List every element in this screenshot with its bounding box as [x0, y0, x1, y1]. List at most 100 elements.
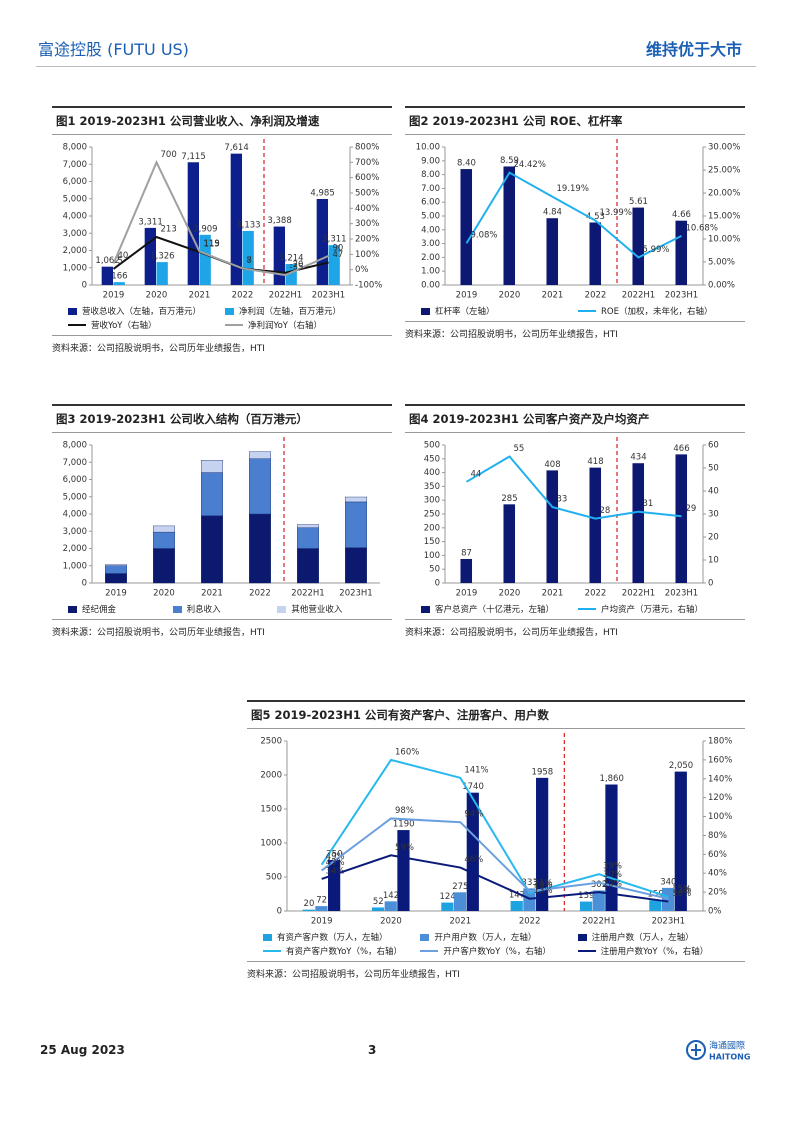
data-label: 39% [603, 862, 622, 872]
data-label: 340 [660, 877, 676, 887]
legend-swatch [225, 307, 234, 315]
line [320, 758, 669, 898]
data-label: 3,311 [138, 217, 162, 227]
data-label: -20 [290, 260, 304, 270]
bar [200, 515, 223, 584]
y-tick-label: 500% [355, 189, 379, 199]
legend-item: 注册用户数（万人，左轴） [577, 931, 729, 943]
data-label: 7 [247, 256, 252, 266]
bar [675, 454, 688, 583]
page-number: 3 [368, 1043, 377, 1057]
y-tick-label: 6,000 [63, 475, 87, 485]
legend-item: 净利润（左轴，百万港元） [225, 305, 376, 317]
y-tick-label: 300% [355, 219, 379, 229]
bar [315, 906, 328, 911]
legend-item: 营收YoY（右轴） [68, 319, 219, 331]
data-label: 24.42% [514, 160, 546, 170]
legend-item: 客户总资产（十亿港元，左轴） [421, 603, 572, 615]
legend-label: 客户总资产（十亿港元，左轴） [435, 605, 555, 615]
data-label: 2,311 [322, 235, 346, 245]
data-label: 59% [395, 843, 414, 853]
y-tick-label: 2500 [260, 737, 282, 747]
data-label: 10% [672, 889, 691, 899]
x-tick-label: 2021 [450, 917, 472, 927]
x-tick-label: 2019 [311, 917, 333, 927]
legend-label: 其他营业收入 [291, 605, 343, 615]
y-tick-label: 20 [708, 533, 719, 543]
y-tick-label: 100% [708, 812, 732, 822]
x-tick-label: 2022H1 [622, 291, 655, 301]
data-label: 87 [461, 548, 472, 558]
figure-title: 图3 2019-2023H1 公司收入结构（百万港元） [52, 404, 392, 433]
data-label: 147 [509, 891, 525, 901]
y-tick-label: 80% [708, 831, 727, 841]
data-label: 13% [534, 886, 553, 896]
y-tick-label: 60% [708, 850, 727, 860]
y-tick-label: 8,000 [63, 441, 87, 451]
legend-item: 杠杆率（左轴） [421, 305, 572, 317]
y-tick-label: 4.00 [421, 225, 440, 235]
line [321, 854, 669, 903]
bar [345, 496, 368, 503]
logo-cn: 海通國際 [709, 1040, 745, 1052]
legend-label: 开户客户数YoY（%，右轴） [443, 947, 551, 957]
bar [248, 451, 271, 460]
data-label: 166 [111, 272, 127, 282]
y-tick-label: 250 [424, 510, 440, 520]
bar [345, 547, 368, 584]
y-tick-label: 5.00% [708, 258, 735, 268]
bar [230, 153, 242, 285]
y-tick-label: 0.00 [421, 281, 440, 291]
legend-line [578, 310, 596, 312]
bar [105, 564, 128, 566]
data-label: -35 [290, 263, 304, 273]
data-label: 213 [161, 225, 177, 235]
x-tick-label: 2022 [519, 917, 541, 927]
bar [546, 470, 559, 583]
bar [510, 901, 523, 911]
y-tick-label: 20.00% [708, 189, 740, 199]
legend-item: 营收总收入（左轴，百万港元） [68, 305, 219, 317]
x-tick-label: 2023H1 [312, 291, 345, 301]
y-tick-label: 1500 [260, 805, 282, 815]
bar [371, 907, 385, 911]
logo-icon [686, 1040, 706, 1060]
data-label: 20 [304, 899, 315, 909]
bar [242, 230, 254, 285]
legend: 杠杆率（左轴） ROE（加权，未年化，右轴） [405, 303, 745, 321]
data-label: 47 [333, 250, 344, 260]
x-tick-label: 2022H1 [622, 589, 655, 599]
bar [441, 902, 454, 911]
bar [589, 222, 602, 285]
x-tick-label: 2023H1 [339, 589, 372, 599]
header-rule [36, 66, 756, 67]
y-tick-label: 160% [708, 755, 732, 765]
data-label: 94% [464, 810, 483, 820]
legend-item: 开户客户数YoY（%，右轴） [420, 945, 571, 957]
legend-label: 注册用户数（万人，左轴） [591, 933, 694, 943]
rating: 维持优于大市 [645, 40, 742, 59]
y-tick-label: 1.00 [421, 267, 440, 277]
bar [187, 162, 199, 285]
line [465, 171, 682, 259]
figure-source: 资料来源：公司招股说明书，公司历年业绩报告，HTI [247, 961, 745, 980]
data-label: 10.68% [686, 223, 718, 233]
figure-title: 图2 2019-2023H1 公司 ROE、杠杆率 [405, 106, 745, 135]
data-label: 7,115 [181, 152, 205, 162]
legend-label: 营收YoY（右轴） [91, 321, 157, 331]
bar [105, 565, 128, 574]
data-label: 21% [534, 879, 553, 889]
x-tick-label: 2021 [542, 291, 564, 301]
y-tick-label: 800% [355, 143, 379, 153]
data-label: 4.53 [586, 212, 605, 222]
y-tick-label: 30 [708, 510, 719, 520]
bar [302, 909, 315, 911]
bar [296, 548, 319, 584]
y-tick-label: 15.00% [708, 212, 740, 222]
data-label: 31 [643, 499, 654, 509]
data-label: 20% [603, 880, 622, 890]
legend-swatch [277, 605, 287, 613]
y-tick-label: 0 [82, 579, 87, 589]
y-tick-label: 20% [708, 888, 727, 898]
y-tick-label: 10 [708, 556, 719, 566]
